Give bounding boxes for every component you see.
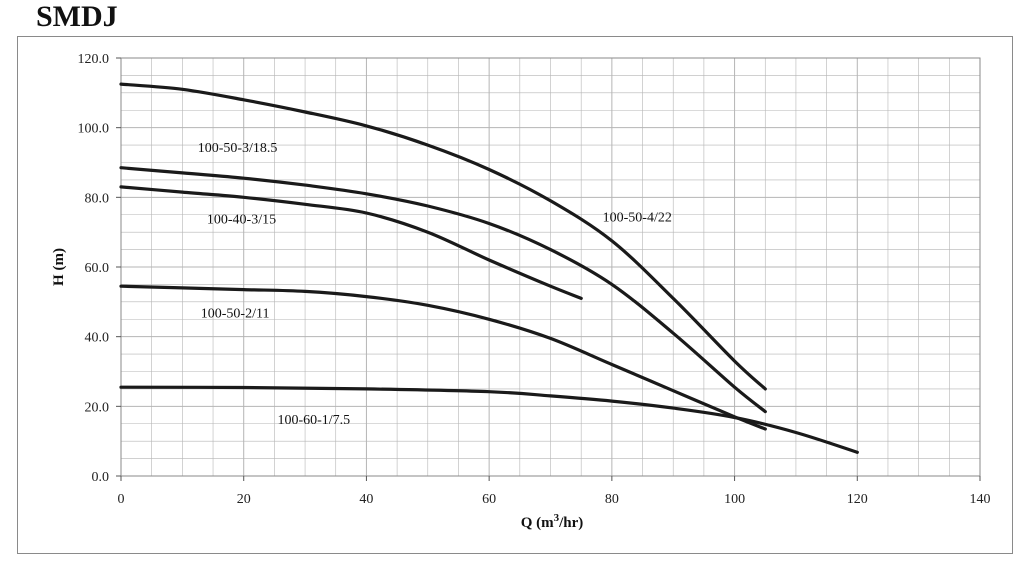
y-tick-label: 100.0 xyxy=(78,122,110,137)
x-axis-title: Q (m3/hr) xyxy=(521,512,584,531)
x-axis-title-base: Q (m xyxy=(521,515,554,531)
x-tick-label: 40 xyxy=(359,492,373,507)
x-axis-title-sup: 3 xyxy=(554,512,560,524)
y-tick-label: 20.0 xyxy=(85,400,110,415)
x-axis-ticks: 0 20 40 60 80 100 120 140 xyxy=(118,476,991,507)
series-label: 100-50-3/18.5 xyxy=(198,141,278,156)
curve-100-50-2-11 xyxy=(119,284,767,431)
series-label: 100-40-3/15 xyxy=(207,212,276,227)
y-tick-label: 60.0 xyxy=(85,261,110,276)
y-tick-label: 0.0 xyxy=(92,470,110,485)
y-tick-label: 120.0 xyxy=(78,52,110,67)
x-tick-label: 20 xyxy=(237,492,251,507)
series-labels: 100-50-4/22 100-50-3/18.5 100-40-3/15 100-5… xyxy=(198,141,672,428)
x-axis-title-tail: /hr) xyxy=(558,515,583,531)
x-tick-label: 60 xyxy=(482,492,496,507)
curve-100-60-1-7-5 xyxy=(119,385,859,454)
chart-frame xyxy=(17,36,1013,554)
x-tick-label: 120 xyxy=(847,492,868,507)
page-title: SMDJ xyxy=(36,0,118,33)
y-tick-label: 80.0 xyxy=(85,191,110,206)
curves xyxy=(119,82,859,454)
series-label: 100-50-2/11 xyxy=(201,307,270,322)
x-tick-label: 100 xyxy=(724,492,745,507)
y-axis-ticks: 0.0 20.0 40.0 60.0 80.0 100.0 120.0 xyxy=(78,52,121,485)
curve-100-50-4-22 xyxy=(119,82,767,391)
x-tick-label: 0 xyxy=(118,492,125,507)
x-tick-label: 80 xyxy=(605,492,619,507)
y-axis-title: H (m) xyxy=(51,248,67,286)
curve-100-40-3-15 xyxy=(119,185,583,300)
series-label: 100-60-1/7.5 xyxy=(277,413,350,428)
curve-100-50-3-18-5 xyxy=(119,166,767,414)
x-tick-label: 140 xyxy=(970,492,991,507)
series-label: 100-50-4/22 xyxy=(603,211,672,226)
y-tick-label: 40.0 xyxy=(85,331,110,346)
